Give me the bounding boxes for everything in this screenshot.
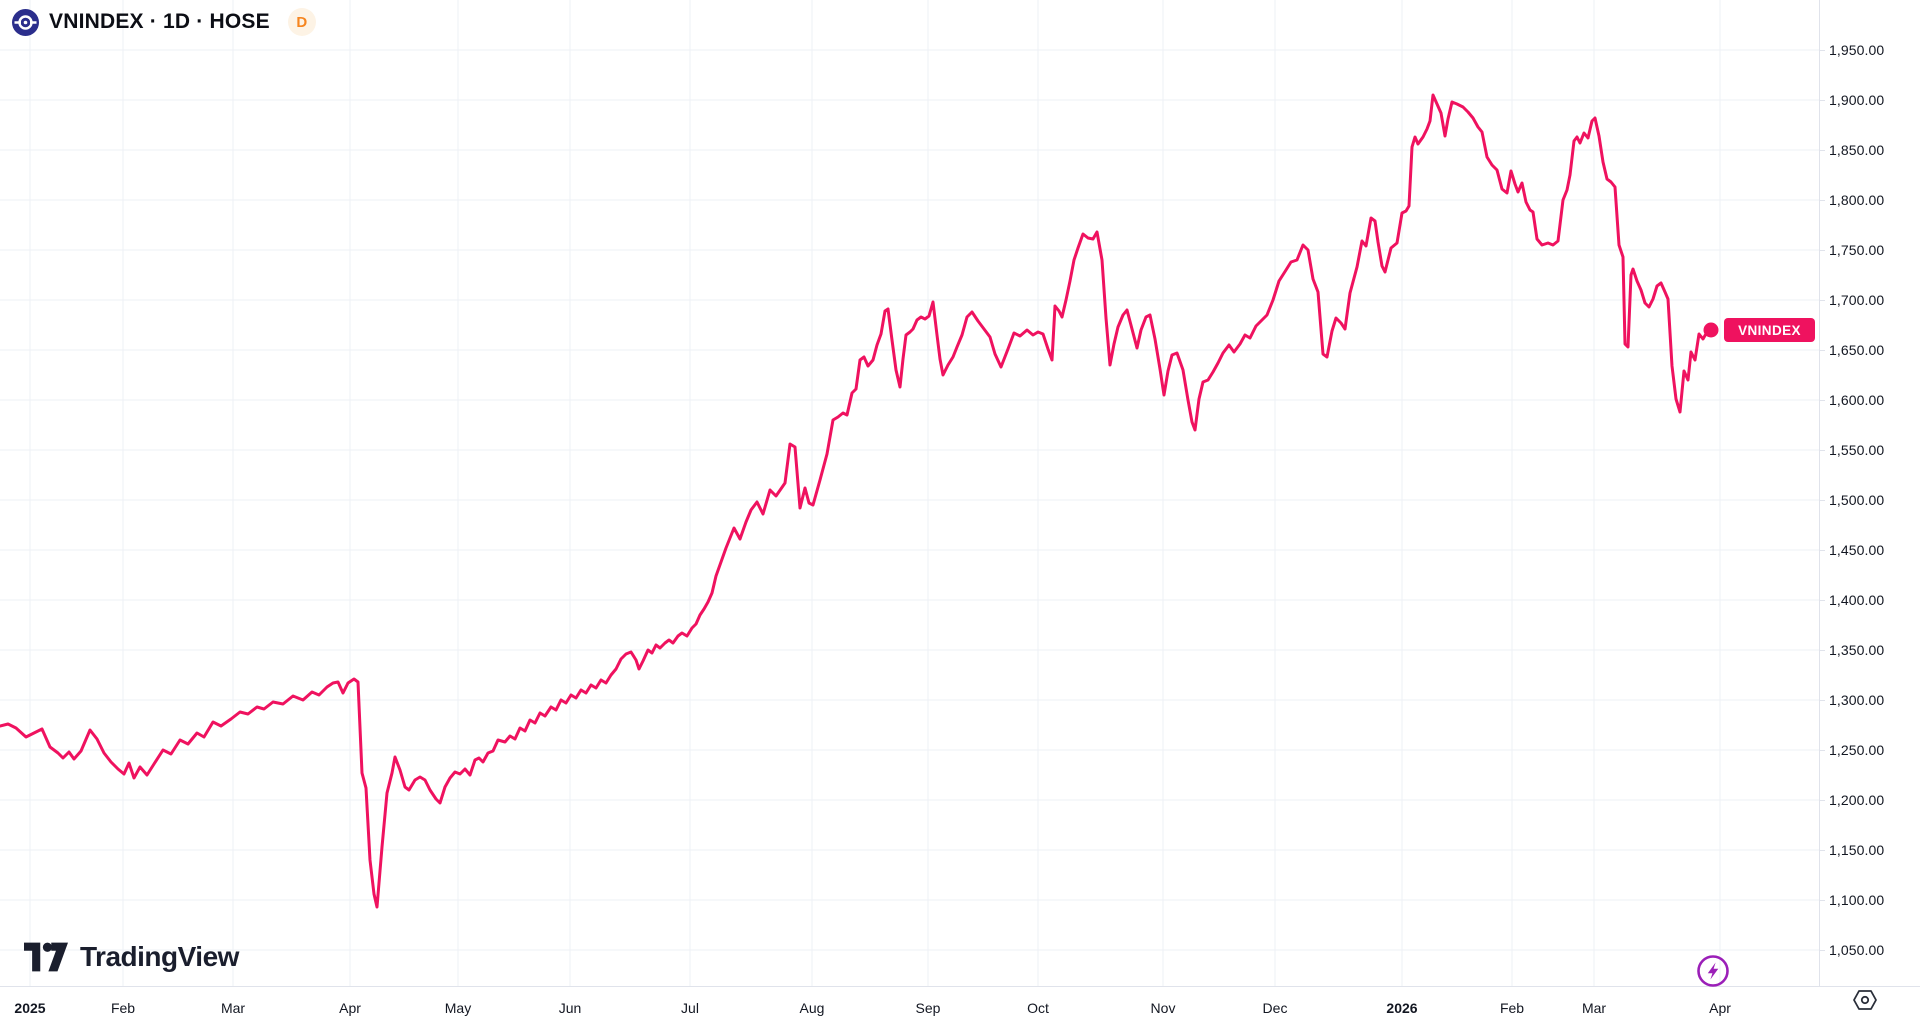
time-scale-label: Jun [558, 1000, 582, 1016]
price-line [0, 93, 1713, 909]
price-chart-canvas[interactable] [0, 0, 1819, 986]
lightning-button[interactable] [1696, 954, 1730, 988]
price-scale-label: 1,950.00 [1829, 42, 1885, 58]
price-scale-label: 1,850.00 [1829, 142, 1885, 158]
price-scale-label: 1,100.00 [1829, 892, 1885, 908]
price-scale-tick [1820, 200, 1825, 201]
time-scale-label: 2025 [14, 1000, 46, 1016]
price-scale-tick [1820, 850, 1825, 851]
price-scale-tick [1820, 400, 1825, 401]
symbol-title: VNINDEX · 1D · HOSE [49, 10, 270, 33]
price-scale-label: 1,550.00 [1829, 442, 1885, 458]
price-scale-label: 1,500.00 [1829, 492, 1885, 508]
time-scale-axis[interactable]: 2025 Feb Mar Apr May Jun Jul Aug Sep Oct Nov Dec 202… [0, 986, 1920, 1032]
time-scale-label: Nov [1150, 1000, 1176, 1016]
last-price-label-text: VNINDEX [1738, 322, 1801, 338]
time-scale-label: Jul [681, 1000, 699, 1016]
price-scale-tick [1820, 50, 1825, 51]
price-scale-tick [1820, 650, 1825, 651]
price-scale-label: 1,300.00 [1829, 692, 1885, 708]
price-scale-tick [1820, 750, 1825, 751]
price-scale-tick [1820, 600, 1825, 601]
time-scale-label: May [444, 1000, 472, 1016]
time-scale-label: Apr [339, 1000, 361, 1016]
price-scale-tick [1820, 350, 1825, 351]
price-scale-tick [1820, 700, 1825, 701]
price-scale-label: 1,600.00 [1829, 392, 1885, 408]
price-scale-label: 1,650.00 [1829, 342, 1885, 358]
price-scale-label: 1,250.00 [1829, 742, 1885, 758]
price-scale-label: 1,350.00 [1829, 642, 1885, 658]
time-scale-label: Aug [799, 1000, 825, 1016]
last-price-dot [1703, 322, 1719, 338]
time-scale-label: Mar [220, 1000, 246, 1016]
tradingview-logo-icon [24, 942, 68, 972]
time-scale-label: 2026 [1386, 1000, 1418, 1016]
price-scale-label: 1,450.00 [1829, 542, 1885, 558]
symbol-header[interactable]: VNINDEX · 1D · HOSE D [10, 6, 322, 38]
price-scale-label: 1,750.00 [1829, 242, 1885, 258]
price-scale-tick [1820, 450, 1825, 451]
price-scale-tick [1820, 900, 1825, 901]
tradingview-watermark[interactable]: TradingView [24, 941, 239, 973]
price-scale-label: 1,050.00 [1829, 942, 1885, 958]
time-scale-label: Oct [1027, 1000, 1049, 1016]
lightning-icon [1696, 954, 1730, 988]
price-scale-tick [1820, 800, 1825, 801]
price-scale-tick [1820, 950, 1825, 951]
time-scale-label: Feb [1499, 1000, 1525, 1016]
price-scale-label: 1,400.00 [1829, 592, 1885, 608]
interval-d-badge: D [287, 8, 316, 36]
exchange-logo-icon [12, 8, 39, 36]
price-scale-tick [1820, 100, 1825, 101]
price-scale-label: 1,800.00 [1829, 192, 1885, 208]
time-scale-label: Sep [915, 1000, 941, 1016]
price-scale-axis[interactable]: 1,950.00 1,900.00 1,850.00 1,800.00 1,750.00… [1819, 0, 1920, 986]
time-scale-label: Mar [1581, 1000, 1607, 1016]
price-scale-tick [1820, 150, 1825, 151]
price-scale-settings-icon[interactable] [1851, 986, 1879, 1014]
price-scale-label: 1,200.00 [1829, 792, 1885, 808]
price-scale-tick [1820, 550, 1825, 551]
time-scale-label: Apr [1709, 1000, 1731, 1016]
price-scale-tick [1820, 250, 1825, 251]
time-scale-label: Feb [110, 1000, 136, 1016]
price-scale-label: 1,700.00 [1829, 292, 1885, 308]
price-scale-label: 1,150.00 [1829, 842, 1885, 858]
price-scale-tick [1820, 300, 1825, 301]
time-scale-label: Dec [1262, 1000, 1288, 1016]
price-scale-tick [1820, 500, 1825, 501]
last-price-label: VNINDEX [1724, 318, 1815, 342]
price-scale-label: 1,900.00 [1829, 92, 1885, 108]
tradingview-watermark-text: TradingView [80, 941, 239, 972]
